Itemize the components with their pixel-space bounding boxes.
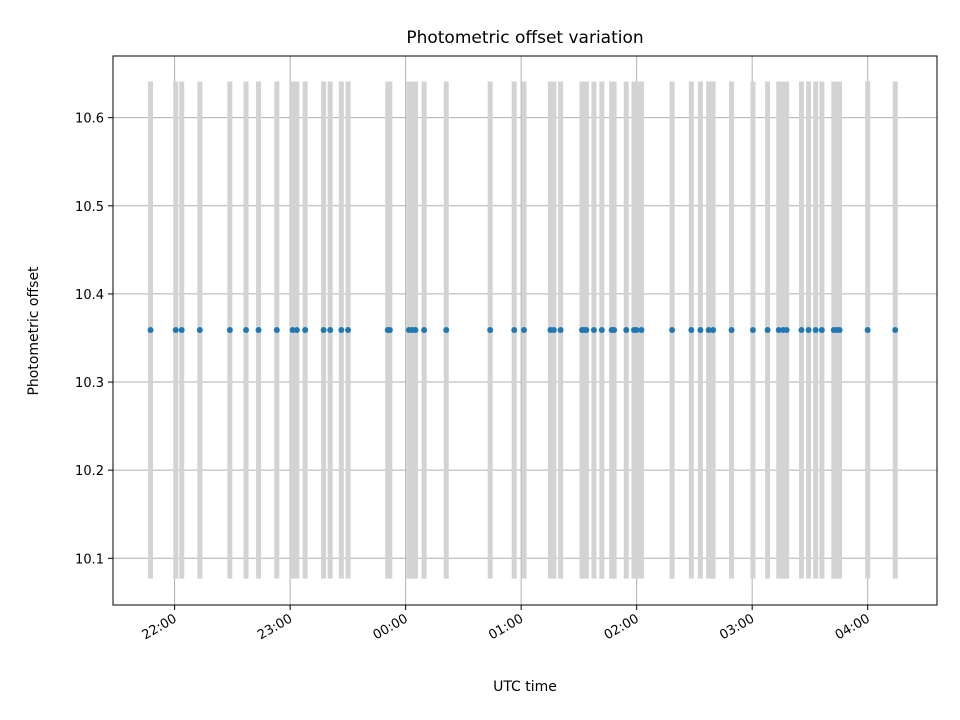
- data-point: [345, 327, 352, 334]
- y-tick-label: 10.6: [75, 112, 104, 127]
- data-point: [511, 327, 518, 334]
- data-point: [327, 327, 334, 334]
- data-point: [688, 327, 695, 334]
- data-point: [623, 327, 630, 334]
- data-point: [798, 327, 805, 334]
- data-point: [728, 327, 735, 334]
- data-point: [147, 327, 154, 334]
- point-layer: [147, 327, 899, 334]
- data-point: [669, 327, 676, 334]
- data-point: [805, 327, 812, 334]
- data-point: [243, 327, 250, 334]
- data-point: [487, 327, 494, 334]
- y-tick-label: 10.4: [75, 288, 104, 303]
- data-point: [710, 327, 717, 334]
- data-point: [178, 327, 185, 334]
- data-point: [749, 327, 756, 334]
- data-point: [783, 327, 790, 334]
- data-point: [293, 327, 300, 334]
- data-point: [289, 327, 296, 334]
- data-point: [196, 327, 203, 334]
- data-point: [557, 327, 564, 334]
- plot-frame: [112, 55, 938, 606]
- data-point: [775, 327, 782, 334]
- data-point: [764, 327, 771, 334]
- data-point: [443, 327, 450, 334]
- data-point: [590, 327, 597, 334]
- data-point: [320, 327, 327, 334]
- data-point: [412, 327, 419, 334]
- data-point: [583, 327, 590, 334]
- data-point: [812, 327, 819, 334]
- data-point: [638, 327, 645, 334]
- data-point: [705, 327, 712, 334]
- data-point: [611, 327, 618, 334]
- data-point: [255, 327, 262, 334]
- x-axis-label: UTC time: [493, 679, 557, 695]
- data-point: [302, 327, 309, 334]
- data-point: [521, 327, 528, 334]
- data-point: [226, 327, 233, 334]
- data-point: [338, 327, 345, 334]
- data-point: [864, 327, 871, 334]
- y-tick-label: 10.3: [75, 376, 104, 391]
- y-tick-label: 10.5: [75, 200, 104, 215]
- data-point: [273, 327, 280, 334]
- chart-title: Photometric offset variation: [406, 28, 643, 48]
- data-point: [421, 327, 428, 334]
- y-tick-label: 10.1: [75, 552, 104, 567]
- y-tick-label: 10.2: [75, 464, 104, 479]
- data-point: [172, 327, 179, 334]
- data-point: [386, 327, 393, 334]
- data-point: [892, 327, 899, 334]
- data-point: [633, 327, 640, 334]
- y-tick-layer: 10.1 10.2 10.3 10.4 10.5 10.6: [75, 112, 113, 567]
- data-point: [697, 327, 704, 334]
- data-point: [836, 327, 843, 334]
- data-point: [550, 327, 557, 334]
- y-axis-label: Photometric offset: [26, 266, 42, 396]
- data-point: [598, 327, 605, 334]
- data-point: [818, 327, 825, 334]
